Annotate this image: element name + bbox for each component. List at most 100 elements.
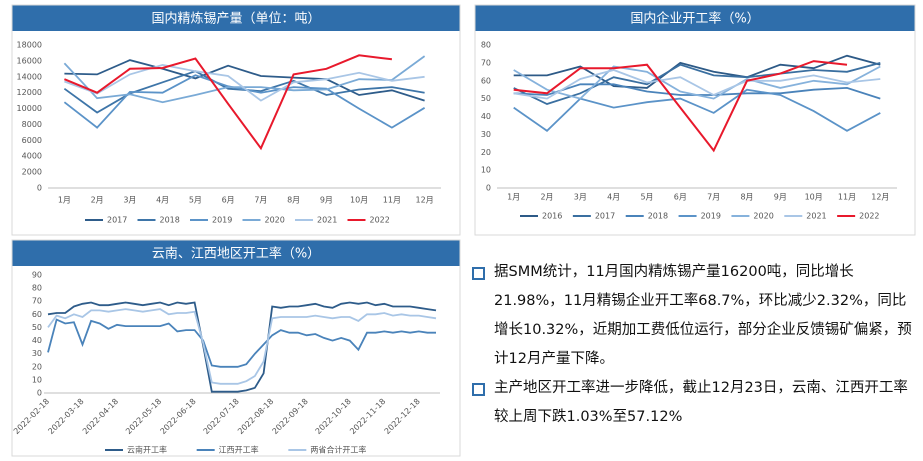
x-tick-label: 2022-02-18	[12, 397, 51, 436]
y-tick-label: 70	[32, 297, 42, 306]
x-tick-label: 7月	[254, 196, 267, 205]
y-tick-label: 90	[32, 271, 42, 280]
x-tick-label: 11月	[838, 193, 856, 202]
bullet	[472, 383, 485, 396]
series-line	[64, 59, 425, 102]
legend-label: 2020	[753, 212, 773, 221]
x-tick-label: 2022-11-18	[348, 397, 387, 436]
x-tick-label: 3月	[123, 196, 136, 205]
x-tick-label: 1月	[507, 193, 520, 202]
series-line	[513, 62, 881, 105]
series-line	[513, 65, 881, 100]
y-tick-label: 10	[32, 375, 42, 384]
series-line	[63, 74, 426, 129]
x-tick-label: 2月	[91, 196, 104, 205]
x-tick-label: 7月	[707, 193, 720, 202]
y-tick-label: 0	[486, 184, 491, 193]
legend-label: 2019	[212, 216, 232, 225]
y-tick-label: 12000	[17, 88, 42, 97]
series-line	[64, 54, 393, 151]
x-tick-label: 2022-08-18	[236, 397, 275, 436]
note-text: 据SMM统计，11月国内精炼锡产量16200吨，同比增长21.98%，11月精锡…	[494, 264, 912, 367]
legend-label: 2018	[648, 212, 668, 221]
y-tick-label: 70	[481, 58, 491, 67]
legend-label: 2017	[107, 216, 127, 225]
chart-title: 云南、江西地区开工率（%）	[152, 246, 320, 262]
y-tick-label: 50	[481, 94, 491, 103]
x-tick-label: 2022-06-18	[159, 397, 198, 436]
x-tick-label: 2022-05-18	[124, 397, 163, 436]
x-tick-label: 6月	[674, 193, 687, 202]
series-line	[47, 308, 437, 385]
x-tick-label: 4月	[156, 196, 169, 205]
x-tick-label: 6月	[222, 196, 235, 205]
x-tick-label: 2022-12-18	[383, 397, 422, 436]
series-line	[47, 318, 436, 368]
legend-label: 2016	[542, 212, 562, 221]
x-tick-label: 4月	[607, 193, 620, 202]
x-tick-label: 2月	[540, 193, 553, 202]
y-tick-label: 6000	[22, 136, 42, 145]
x-tick-label: 2022-04-18	[81, 397, 120, 436]
x-tick-label: 2022-03-18	[46, 397, 85, 436]
y-tick-label: 80	[32, 284, 42, 293]
x-tick-label: 9月	[320, 196, 333, 205]
title-bar	[12, 240, 460, 266]
x-tick-label: 8月	[287, 196, 300, 205]
legend-label: 2021	[806, 212, 826, 221]
y-tick-label: 20	[481, 148, 491, 157]
legend-label: 2021	[317, 216, 337, 225]
y-tick-label: 50	[32, 323, 42, 332]
title-bar	[12, 5, 460, 31]
y-tick-label: 30	[481, 130, 491, 139]
x-tick-label: 3月	[574, 193, 587, 202]
x-tick-label: 12月	[871, 193, 889, 202]
legend-label: 2022	[859, 212, 879, 221]
legend-label: 2020	[265, 216, 285, 225]
y-tick-label: 20	[32, 362, 42, 371]
series-line	[513, 60, 848, 153]
chart-title: 国内企业开工率（%）	[630, 11, 759, 27]
note: 据SMM统计，11月国内精炼锡产量16200吨，同比增长21.98%，11月精锡…	[470, 258, 918, 374]
y-tick-label: 8000	[22, 120, 42, 129]
title-bar	[475, 5, 915, 31]
notes: 据SMM统计，11月国内精炼锡产量16200吨，同比增长21.98%，11月精锡…	[470, 258, 918, 432]
y-tick-label: 0	[37, 184, 42, 193]
x-tick-label: 1月	[58, 196, 71, 205]
y-tick-label: 80	[481, 41, 491, 50]
y-tick-label: 4000	[22, 152, 42, 161]
y-tick-label: 10	[481, 166, 491, 175]
legend-label: 两省合计开工率	[310, 445, 366, 455]
x-tick-label: 9月	[774, 193, 787, 202]
series-line	[47, 301, 437, 393]
x-tick-label: 11月	[383, 196, 401, 205]
x-tick-label: 5月	[640, 193, 653, 202]
y-tick-label: 60	[32, 310, 42, 319]
legend-label: 2019	[701, 212, 721, 221]
series-line	[513, 69, 881, 100]
note-text: 主产地区开工率进一步降低，截止12月23日，云南、江西开工率较上周下跌1.03%…	[494, 380, 908, 425]
y-tick-label: 2000	[22, 168, 42, 177]
chart-frame	[474, 4, 916, 236]
x-tick-label: 10月	[805, 193, 823, 202]
series-line	[63, 55, 426, 104]
y-tick-label: 18000	[17, 41, 42, 50]
legend-label: 云南开工率	[127, 445, 167, 455]
legend-label: 江西开工率	[219, 445, 259, 455]
y-tick-label: 40	[32, 336, 42, 345]
x-tick-label: 2022-07-18	[202, 397, 241, 436]
series-line	[64, 63, 425, 102]
x-tick-label: 12月	[416, 196, 434, 205]
y-tick-label: 60	[481, 76, 491, 85]
series-line	[513, 54, 881, 89]
chart-title: 国内精炼锡产量（单位：吨）	[151, 11, 320, 27]
y-tick-label: 40	[481, 112, 491, 121]
x-tick-label: 10月	[350, 196, 368, 205]
y-tick-label: 16000	[17, 56, 42, 65]
chart-frame	[11, 4, 461, 236]
x-tick-label: 2022-10-18	[314, 397, 353, 436]
bullet	[472, 267, 485, 280]
y-tick-label: 30	[32, 349, 42, 358]
x-tick-label: 8月	[740, 193, 753, 202]
